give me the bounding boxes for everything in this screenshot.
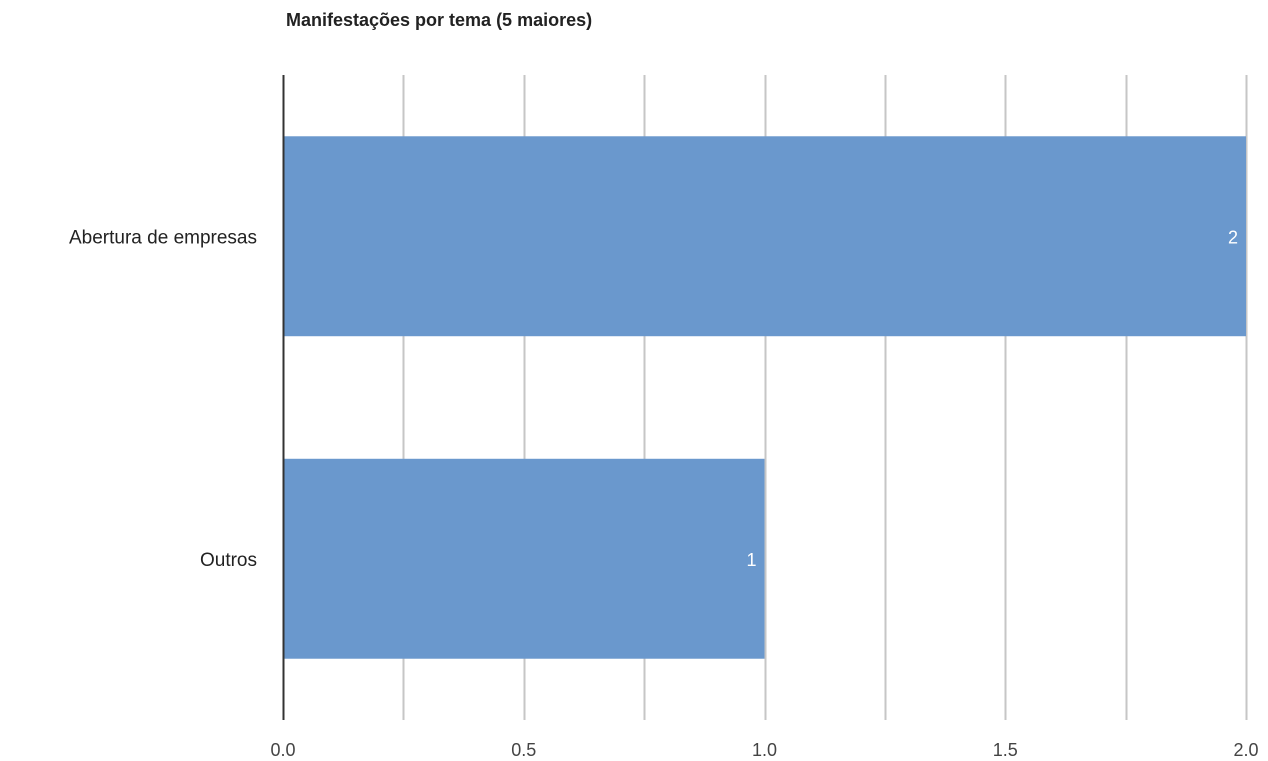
bar [283, 136, 1246, 337]
category-label: Abertura de empresas [69, 227, 257, 248]
x-axis-ticks: 0.0 0.5 1.0 1.5 2.0 [270, 740, 1258, 760]
data-labels: 21 [746, 227, 1238, 570]
data-label: 1 [746, 550, 756, 570]
chart-title: Manifestações por tema (5 maiores) [286, 10, 593, 30]
category-labels: Abertura de empresas Outros [69, 227, 257, 571]
data-label: 2 [1228, 227, 1238, 247]
x-tick-label: 0.0 [270, 740, 295, 760]
x-tick-label: 1.0 [752, 740, 777, 760]
x-tick-label: 1.5 [993, 740, 1018, 760]
category-label: Outros [200, 550, 257, 571]
x-tick-label: 2.0 [1233, 740, 1258, 760]
x-tick-label: 0.5 [511, 740, 536, 760]
bar [283, 458, 765, 659]
bars [283, 136, 1246, 659]
